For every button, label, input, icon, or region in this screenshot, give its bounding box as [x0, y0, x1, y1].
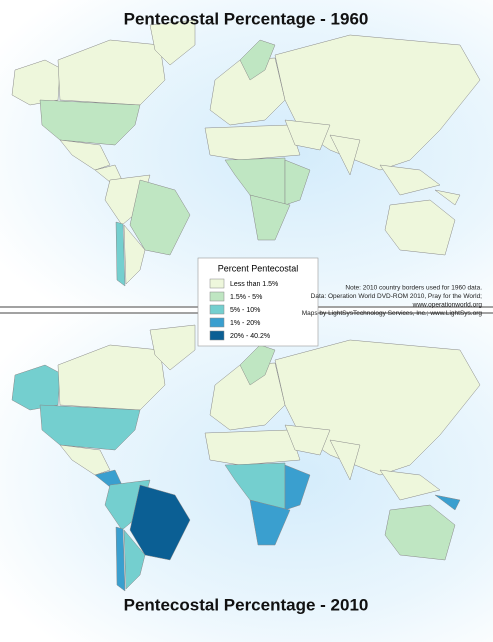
- country: [239, 344, 276, 386]
- legend-label: 1.5% - 5%: [230, 294, 262, 301]
- country: [11, 364, 61, 411]
- country: [123, 224, 146, 285]
- note: www.operationworld.org: [412, 302, 483, 309]
- country: [11, 59, 61, 106]
- country: [59, 444, 111, 476]
- country: [129, 484, 191, 561]
- country: [249, 499, 291, 546]
- country: [149, 324, 196, 371]
- legend-swatch: [209, 291, 225, 302]
- map-2010: [11, 324, 481, 592]
- country: [59, 139, 111, 171]
- legend-label: 1% - 20%: [230, 320, 260, 327]
- note: Maps by LightSysTechnology Services, Inc…: [302, 310, 483, 317]
- map-title: Pentecostal Percentage - 1960: [124, 9, 369, 28]
- country: [149, 19, 196, 66]
- legend-swatch: [209, 278, 225, 289]
- country: [204, 124, 301, 161]
- country: [57, 39, 166, 106]
- country: [39, 404, 141, 451]
- country: [239, 39, 276, 81]
- country: [379, 164, 441, 196]
- country: [274, 34, 481, 171]
- map-1960: [11, 19, 481, 287]
- legend: Percent Pentecostal Less than 1.5% 1.5% -…: [197, 257, 319, 347]
- country: [57, 344, 166, 411]
- legend-swatch: [209, 304, 225, 315]
- country: [434, 189, 461, 206]
- legend-label: 5% - 10%: [230, 307, 260, 314]
- note: Data: Operation World DVD-ROM 2010, Pray…: [311, 293, 483, 300]
- country: [115, 221, 126, 287]
- country: [329, 134, 361, 176]
- note: Note: 2010 country borders used for 1960…: [345, 285, 482, 292]
- country: [204, 429, 301, 466]
- map-title: Pentecostal Percentage - 2010: [124, 595, 369, 614]
- country: [123, 529, 146, 590]
- country: [384, 504, 456, 561]
- country: [274, 339, 481, 476]
- legend-swatch: [209, 317, 225, 328]
- country: [329, 439, 361, 481]
- country: [379, 469, 441, 501]
- country: [39, 99, 141, 146]
- legend-title: Percent Pentecostal: [218, 263, 299, 273]
- country: [115, 526, 126, 592]
- country: [284, 119, 331, 151]
- country: [434, 494, 461, 511]
- notes: Note: 2010 country borders used for 1960…: [302, 285, 483, 318]
- country: [249, 194, 291, 241]
- country: [284, 424, 331, 456]
- country: [129, 179, 191, 256]
- legend-label: Less than 1.5%: [230, 281, 278, 288]
- legend-swatch: [209, 330, 225, 341]
- legend-label: 20% - 40.2%: [230, 333, 270, 340]
- country: [284, 159, 311, 206]
- country: [284, 464, 311, 511]
- country: [384, 199, 456, 256]
